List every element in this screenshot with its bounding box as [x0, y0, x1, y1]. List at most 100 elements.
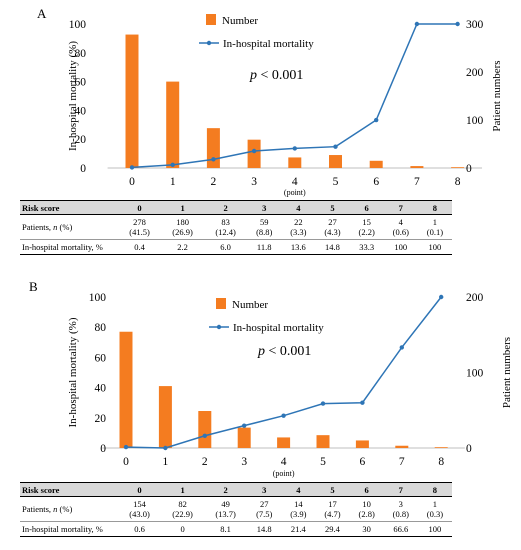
- mortality-label: In-hospital mortality, %: [20, 521, 118, 537]
- patients-cell: 59 (8.8): [247, 214, 282, 240]
- risk-score-3: 3: [247, 482, 282, 497]
- y-tick-label: 100: [69, 19, 87, 31]
- risk-score-2: 2: [204, 482, 248, 497]
- y-tick-label: 0: [100, 443, 106, 455]
- x-tick-label: 6: [360, 456, 366, 468]
- patients-row: Patients, n (%) 278 (41.5) 180 (26.9) 83 (1…: [20, 214, 452, 240]
- risk-score-4: 4: [281, 200, 316, 215]
- line-point: [292, 146, 297, 151]
- y-tick-label: 40: [95, 383, 107, 395]
- table-header-row: Risk score 0 1 2 3 4 5 6 7 8: [20, 482, 452, 497]
- mortality-cell: 0.6: [118, 521, 162, 537]
- p-value-annotation: p < 0.001: [257, 344, 311, 359]
- bar: [369, 160, 383, 168]
- x-tick-label: 0: [123, 456, 129, 468]
- y-tick-label: 60: [95, 352, 107, 364]
- bar: [316, 435, 330, 448]
- x-tick-label: 3: [251, 176, 257, 188]
- p-symbol: p: [257, 344, 265, 359]
- line-point: [129, 165, 135, 170]
- x-tick-label: 5: [320, 456, 326, 468]
- line-point: [242, 423, 247, 428]
- patients-cell: 278 (41.5): [118, 214, 162, 240]
- risk-score-1: 1: [161, 200, 205, 215]
- patients-cell: 49 (13.7): [204, 496, 248, 522]
- p-symbol: p: [249, 68, 257, 83]
- mortality-cell: 14.8: [315, 239, 350, 255]
- y-tick-label: 0: [80, 163, 86, 175]
- risk-score-label: Risk score: [20, 200, 118, 215]
- patients-label: Patients, n (%): [20, 214, 118, 240]
- line-point: [414, 21, 420, 27]
- risk-score-5: 5: [315, 482, 350, 497]
- y-tick-label: 100: [89, 292, 107, 304]
- line-point: [211, 157, 216, 162]
- bar: [329, 155, 342, 168]
- bar: [277, 437, 291, 448]
- y-tick-label: 40: [75, 105, 87, 117]
- patients-cell: 3 (0.8): [383, 496, 418, 522]
- bar: [410, 166, 424, 168]
- risk-score-8: 8: [417, 200, 452, 215]
- mortality-cell: 33.3: [349, 239, 384, 255]
- risk-score-label: Risk score: [20, 482, 118, 497]
- bar: [166, 81, 180, 168]
- y-axis-label: In-hospital mortality (%): [67, 41, 79, 151]
- bar: [247, 139, 261, 168]
- line-point: [202, 433, 207, 438]
- risk-score-6: 6: [349, 200, 384, 215]
- x-tick-label: 7: [414, 176, 420, 188]
- bar: [355, 440, 369, 448]
- legend-line-label: In-hospital mortality: [223, 38, 314, 50]
- mortality-cell: 2.2: [161, 239, 205, 255]
- line-point: [163, 445, 168, 451]
- x-unit-label: (point): [273, 469, 295, 478]
- mortality-label: In-hospital mortality, %: [20, 239, 118, 255]
- patients-cell: 10 (2.8): [349, 496, 384, 522]
- risk-table-b: Risk score 0 1 2 3 4 5 6 7 8 Patients, n…: [20, 482, 452, 537]
- legend-line-marker: [206, 40, 212, 46]
- line-point: [455, 21, 460, 27]
- line-point: [374, 117, 379, 123]
- mortality-cell: 29.4: [315, 521, 350, 537]
- x-tick-label: 8: [455, 176, 461, 188]
- patients-cell: 14 (3.9): [281, 496, 316, 522]
- bar: [451, 167, 465, 168]
- mortality-row: In-hospital mortality, % 0.4 2.2 6.0 11.…: [20, 239, 452, 255]
- y2-tick-label: 0: [466, 443, 472, 455]
- risk-score-2: 2: [204, 200, 248, 215]
- y2-tick-label: 200: [466, 67, 484, 79]
- patients-row: Patients, n (%) 154 (43.0) 82 (22.9) 49 (13…: [20, 496, 452, 522]
- line-point: [333, 144, 338, 149]
- mortality-cell: 0.4: [118, 239, 162, 255]
- x-tick-label: 2: [211, 176, 217, 188]
- risk-score-0: 0: [118, 200, 162, 215]
- risk-score-6: 6: [349, 482, 384, 497]
- x-tick-label: 4: [281, 456, 287, 468]
- patients-cell: 17 (4.7): [315, 496, 350, 522]
- line-point: [170, 162, 175, 168]
- y-tick-label: 80: [95, 322, 107, 334]
- y2-tick-label: 0: [466, 163, 472, 175]
- line-point: [360, 400, 365, 405]
- risk-score-7: 7: [383, 482, 418, 497]
- risk-score-7: 7: [383, 200, 418, 215]
- mortality-cell: 100: [383, 239, 418, 255]
- patients-cell: 22 (3.3): [281, 214, 316, 240]
- p-threshold: < 0.001: [265, 344, 311, 359]
- mortality-cell: 100: [417, 521, 452, 537]
- mortality-line: [125, 296, 442, 449]
- y-tick-label: 20: [75, 134, 87, 146]
- y-tick-label: 60: [75, 77, 87, 89]
- bar: [237, 427, 251, 448]
- mortality-cell: 66.6: [383, 521, 418, 537]
- p-threshold: < 0.001: [257, 68, 303, 83]
- legend-line-label: In-hospital mortality: [233, 322, 324, 334]
- y2-tick-label: 300: [466, 19, 484, 31]
- table-header-row: Risk score 0 1 2 3 4 5 6 7 8: [20, 200, 452, 215]
- x-tick-label: 6: [373, 176, 379, 188]
- mortality-cell: 21.4: [281, 521, 316, 537]
- risk-score-5: 5: [315, 200, 350, 215]
- bar: [395, 445, 409, 448]
